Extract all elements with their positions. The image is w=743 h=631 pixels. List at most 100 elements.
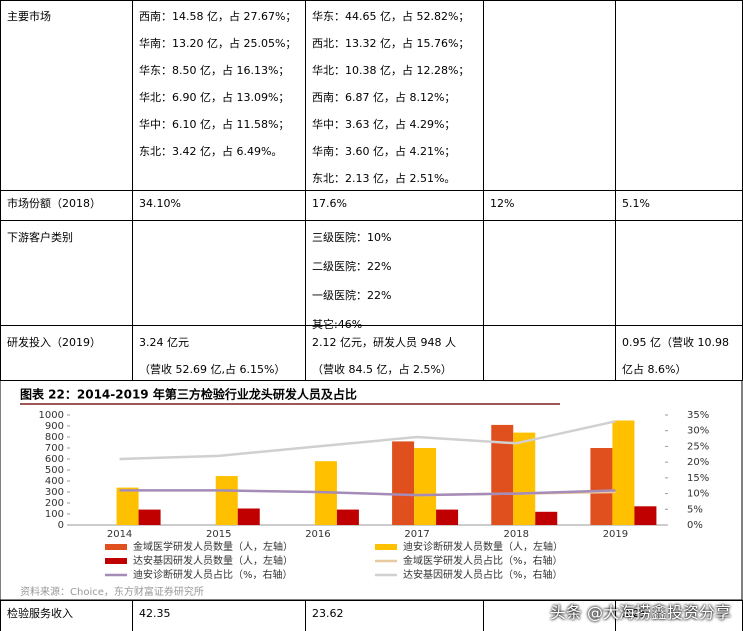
bar	[215, 476, 238, 525]
y2-tick-label: 20%	[687, 457, 709, 468]
table-cell	[483, 325, 616, 381]
x-tick-label: 2015	[206, 529, 231, 540]
bar	[612, 420, 635, 525]
legend-swatch	[105, 544, 127, 550]
table-cell: 2.12 亿元，研发人员 948 人 （营收 84.5 亿，占 2.5%）	[305, 325, 484, 381]
chart: 图表 22：2014-2019 年第三方检验行业龙头研发人员及占比 资料来源：C…	[0, 380, 743, 600]
cell-text: 华南：3.60 亿，占 4.21%；	[312, 145, 456, 158]
cell-text: 17.6%	[312, 197, 347, 210]
cell-text: 检验服务收入	[7, 607, 73, 620]
y-tick-label: 400	[45, 476, 64, 487]
line	[119, 489, 616, 497]
bar	[392, 441, 415, 525]
cell-text: 三级医院：10%	[312, 231, 392, 244]
y2-tick-label: 30%	[687, 426, 709, 437]
table-cell: 34.10%	[132, 190, 306, 221]
table-cell: 5.1%	[615, 190, 743, 221]
cell-text: 研发投入（2019）	[7, 336, 101, 349]
cell-text: 其它:46%	[312, 318, 363, 331]
y-tick-label: 300	[45, 487, 64, 498]
cell-text: 12%	[490, 197, 515, 210]
x-tick-label: 2018	[504, 529, 529, 540]
cell-text: 东北：3.42 亿，占 6.49%。	[139, 145, 283, 158]
cell-text: 二级医院：22%	[312, 260, 392, 273]
cell-text: 西南：6.87 亿，占 8.12%；	[312, 91, 456, 104]
chart-title: 图表 22：2014-2019 年第三方检验行业龙头研发人员及占比	[20, 387, 357, 402]
legend-label: 达安基因研发人员占比（%，右轴）	[403, 568, 563, 581]
cell-text: 华中：3.63 亿，占 4.29%；	[312, 118, 456, 131]
bar	[513, 432, 536, 525]
x-tick-label: 2014	[107, 529, 132, 540]
y2-tick-label: 35%	[687, 410, 709, 421]
legend-swatch	[375, 544, 397, 550]
bar	[535, 511, 558, 525]
y2-tick-label: 15%	[687, 473, 709, 484]
table-cell	[483, 0, 616, 191]
y-tick-label: 700	[45, 443, 64, 454]
x-tick-label: 2017	[404, 529, 429, 540]
cell-text: 华中：6.10 亿，占 11.58%；	[139, 118, 290, 131]
bar	[138, 509, 161, 525]
table-cell: 3.24 亿元 （营收 52.69 亿,占 6.15%）	[132, 325, 306, 381]
cell-text: 2.12 亿元，研发人员 948 人	[312, 336, 456, 349]
bar	[436, 509, 459, 525]
cell-text: 华北：10.38 亿，占 12.28%；	[312, 64, 470, 77]
cell-text: 华北：6.90 亿，占 13.09%；	[139, 91, 290, 104]
bar	[414, 448, 437, 525]
cell-text: 东北：2.13 亿，占 2.51%。	[312, 172, 456, 185]
table-cell: 23.62	[305, 600, 484, 631]
bar	[634, 506, 657, 525]
cell-text: 西南：14.58 亿，占 27.67%；	[139, 10, 297, 23]
table-cell: 12%	[483, 190, 616, 221]
bar	[590, 448, 613, 525]
bar	[237, 508, 260, 525]
y-tick-label: 600	[45, 454, 64, 465]
cell-text: 市场份额（2018）	[7, 197, 101, 210]
y2-tick-label: 10%	[687, 489, 709, 500]
table-cell: 42.35	[132, 600, 306, 631]
y2-tick-label: 0%	[687, 520, 703, 531]
x-tick-label: 2019	[603, 529, 628, 540]
cell-text: （营收 84.5 亿，占 2.5%）	[312, 363, 452, 376]
cell-text: 42.35	[139, 607, 171, 620]
legend-label: 迪安诊断研发人员占比（%，右轴）	[133, 568, 293, 581]
table-cell: 研发投入（2019）	[0, 325, 133, 381]
cell-text: 下游客户类别	[7, 231, 73, 244]
bar	[491, 424, 514, 525]
table-cell: 下游客户类别	[0, 220, 133, 326]
cell-text: 3.25	[622, 607, 647, 620]
table-cell	[615, 0, 743, 191]
y-tick-label: 800	[45, 432, 64, 443]
y-tick-label: 0	[58, 520, 64, 531]
y-tick-label: 100	[45, 509, 64, 520]
cell-text: 亿占 8.6%）	[622, 363, 687, 376]
table-cell	[483, 220, 616, 326]
cell-text: 华东：44.65 亿，占 52.82%；	[312, 10, 470, 23]
legend-swatch	[105, 558, 127, 564]
table-cell: 三级医院：10% 二级医院：22% 一级医院：22% 其它:46%	[305, 220, 484, 331]
y-tick-label: 1000	[39, 410, 64, 421]
bar	[336, 509, 359, 525]
cell-text: 23.62	[312, 607, 344, 620]
cell-text: （营收 52.69 亿,占 6.15%）	[139, 363, 286, 376]
cell-text: 西北：13.32 亿，占 15.76%；	[312, 37, 470, 50]
cell-text: 华南：13.20 亿，占 25.05%；	[139, 37, 297, 50]
cell-text: 3.24 亿元	[139, 336, 189, 349]
table-cell	[615, 220, 743, 326]
line	[119, 420, 616, 461]
cell-text: 34.10%	[139, 197, 181, 210]
y-tick-label: 200	[45, 498, 64, 509]
y-tick-label: 500	[45, 465, 64, 476]
watermark: 头条 @大海捞鑫投资分享	[549, 603, 731, 622]
table-cell: 市场份额（2018）	[0, 190, 133, 221]
legend-label: 达安基因研发人员数量（人，左轴）	[133, 554, 293, 567]
table-cell: 主要市场	[0, 0, 133, 191]
table-cell: 0.95 亿（营收 10.98 亿占 8.6%）	[615, 325, 743, 381]
table-cell: 17.6%	[305, 190, 484, 221]
y2-tick-label: 5%	[687, 504, 703, 515]
legend-label: 迪安诊断研发人员数量（人，左轴）	[403, 540, 563, 553]
cell-text: 5.1%	[622, 197, 650, 210]
cell-text: 0.95 亿（营收 10.98	[622, 336, 729, 349]
cell-text: 华东：8.50 亿，占 16.13%；	[139, 64, 290, 77]
